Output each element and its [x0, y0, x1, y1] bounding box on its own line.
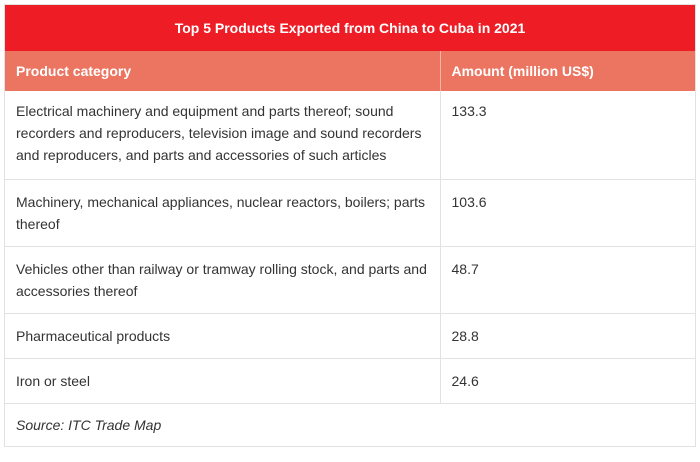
header-row: Product category Amount (million US$) — [5, 51, 695, 91]
exports-table: Product category Amount (million US$) El… — [5, 51, 695, 403]
amount-cell: 24.6 — [440, 358, 695, 403]
category-cell: Vehicles other than railway or tramway r… — [5, 246, 441, 314]
amount-cell: 103.6 — [440, 179, 695, 247]
category-cell: Electrical machinery and equipment and p… — [5, 91, 441, 180]
category-cell: Machinery, mechanical appliances, nuclea… — [5, 179, 441, 247]
table-row: Pharmaceutical products 28.8 — [5, 313, 695, 359]
table-row: Vehicles other than railway or tramway r… — [5, 246, 695, 314]
column-header-amount: Amount (million US$) — [440, 51, 695, 91]
table-row: Electrical machinery and equipment and p… — [5, 91, 695, 180]
export-table-container: Top 5 Products Exported from China to Cu… — [4, 4, 696, 447]
column-header-category: Product category — [5, 51, 441, 91]
amount-cell: 28.8 — [440, 313, 695, 359]
amount-cell: 133.3 — [451, 103, 487, 119]
table-title: Top 5 Products Exported from China to Cu… — [5, 5, 695, 51]
table-row: Machinery, mechanical appliances, nuclea… — [5, 179, 695, 247]
source-note: Source: ITC Trade Map — [5, 403, 695, 446]
category-cell: Pharmaceutical products — [5, 313, 441, 359]
category-cell: Iron or steel — [5, 358, 441, 403]
table-row: Iron or steel 24.6 — [5, 358, 695, 403]
amount-cell: 48.7 — [440, 246, 695, 314]
